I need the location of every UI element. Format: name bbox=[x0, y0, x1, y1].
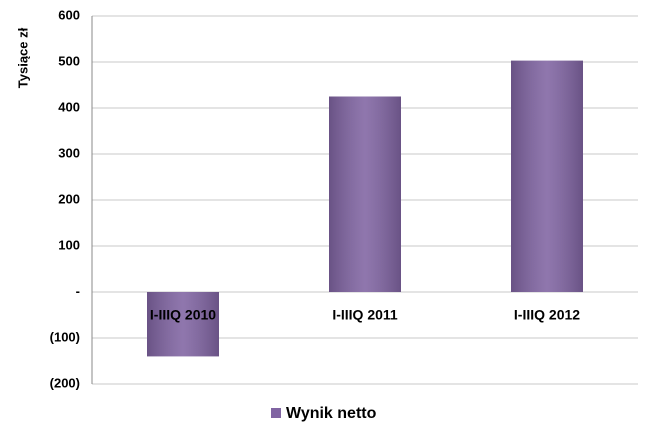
y-tick-label: (200) bbox=[50, 375, 80, 390]
x-tick-label: I-IIIQ 2012 bbox=[514, 307, 580, 323]
legend-label: Wynik netto bbox=[286, 405, 377, 422]
x-tick-label: I-IIIQ 2011 bbox=[332, 307, 398, 323]
y-tick-label: 600 bbox=[58, 7, 80, 22]
bar-shading bbox=[147, 292, 219, 357]
y-tick-label: (100) bbox=[50, 329, 80, 344]
y-tick-label: 400 bbox=[58, 99, 80, 114]
y-tick-label: 300 bbox=[58, 145, 80, 160]
y-tick-label: - bbox=[76, 283, 80, 298]
x-tick-label: I-IIIQ 2010 bbox=[150, 307, 216, 323]
y-axis-label: Tysiące zł bbox=[15, 27, 30, 88]
bar-shading bbox=[329, 96, 401, 292]
y-tick-label: 500 bbox=[58, 53, 80, 68]
bar-shading bbox=[511, 60, 583, 293]
y-tick-label: 200 bbox=[58, 191, 80, 206]
y-tick-label: 100 bbox=[58, 237, 80, 252]
legend-swatch bbox=[271, 408, 281, 418]
